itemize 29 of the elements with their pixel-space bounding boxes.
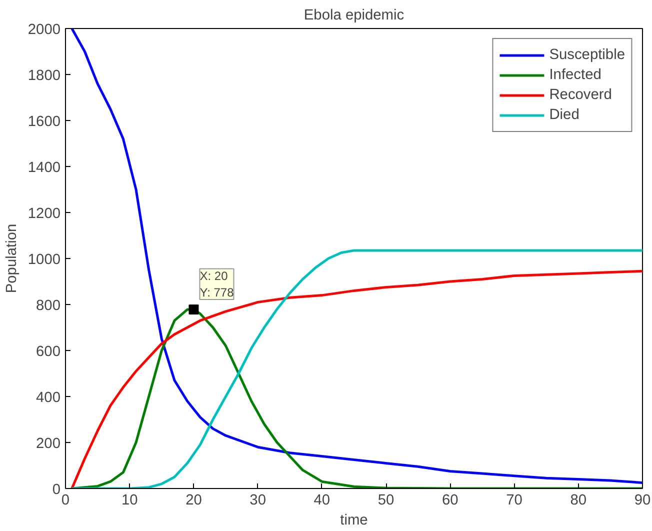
y-tick-label: 600 bbox=[36, 344, 61, 360]
y-tick-label: 1200 bbox=[28, 206, 61, 222]
annotation: X: 20 Y: 778 bbox=[200, 268, 234, 300]
legend-label: Recoverd bbox=[549, 87, 612, 103]
y-tick-label: 200 bbox=[36, 436, 61, 452]
legend-label: Infected bbox=[549, 67, 602, 83]
chart-title: Ebola epidemic bbox=[304, 8, 404, 24]
x-tick-label: 90 bbox=[634, 492, 651, 508]
x-tick-label: 10 bbox=[121, 492, 138, 508]
x-tick-label: 40 bbox=[314, 492, 330, 508]
y-tick-label: 1600 bbox=[28, 114, 61, 130]
legend-label: Died bbox=[549, 107, 580, 123]
x-tick-label: 80 bbox=[570, 492, 587, 508]
y-tick-label: 1800 bbox=[28, 68, 61, 84]
line-series bbox=[70, 28, 642, 484]
y-tick-label: 0 bbox=[52, 482, 61, 498]
x-tick-label: 50 bbox=[378, 492, 394, 508]
y-axis-title: Population bbox=[4, 224, 20, 294]
x-axis-title: time bbox=[340, 512, 368, 528]
y-tick-label: 800 bbox=[36, 298, 61, 314]
x-tick-label: 20 bbox=[186, 492, 202, 508]
x-tick-label: 30 bbox=[250, 492, 266, 508]
x-tick-label: 70 bbox=[506, 492, 522, 508]
y-tick-label: 400 bbox=[36, 390, 61, 406]
legend-label: Susceptible bbox=[549, 47, 625, 63]
y-tick-label: 2000 bbox=[28, 22, 61, 38]
y-tick-label: 1000 bbox=[28, 252, 61, 268]
y-tick-label: 1400 bbox=[28, 160, 61, 176]
x-tick-label: 60 bbox=[442, 492, 458, 508]
